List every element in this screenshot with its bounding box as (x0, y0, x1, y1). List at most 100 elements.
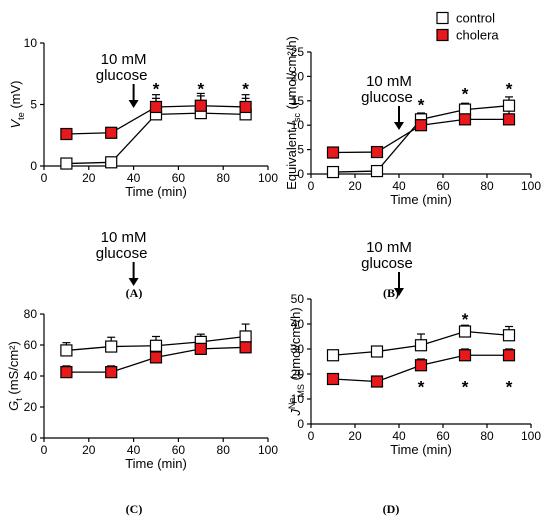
y-tick-label: 0 (30, 431, 37, 445)
control-marker (149, 339, 163, 352)
significance-star: * (197, 80, 204, 99)
y-tick-label: 5 (297, 143, 304, 157)
glucose-annotation-line1: 10 mM (101, 51, 147, 68)
control-marker (370, 345, 384, 358)
significance-star: * (242, 80, 249, 99)
cholera-marker (414, 359, 428, 372)
control-marker (502, 329, 516, 342)
significance-star: * (462, 310, 469, 329)
y-axis-label-sup: Na (287, 398, 297, 410)
x-tick-label: 0 (308, 179, 315, 193)
x-tick-label: 100 (521, 429, 541, 443)
legend: control cholera (436, 11, 499, 43)
x-tick-label: 40 (127, 171, 141, 185)
y-axis-label-main: J (288, 409, 303, 417)
x-tick-label: 0 (41, 443, 48, 457)
y-tick-label: 10 (291, 392, 305, 406)
panel-label: (A) (126, 286, 143, 300)
legend-label-cholera: cholera (456, 28, 499, 43)
x-tick-label: 20 (82, 443, 96, 457)
significance-star: * (506, 80, 513, 99)
y-tick-label: 0 (297, 167, 304, 181)
cholera-marker (414, 119, 428, 132)
cholera-marker (326, 146, 340, 159)
x-tick-label: 80 (217, 443, 231, 457)
control-marker (326, 165, 340, 179)
x-tick-label: 40 (392, 429, 406, 443)
cholera-marker (458, 113, 472, 126)
y-tick-label: 20 (291, 367, 305, 381)
cholera-marker (239, 341, 252, 354)
y-axis-label: Gt (mS/cm²) (6, 341, 24, 411)
y-tick-label: 0 (297, 417, 304, 431)
panel-d: 0 20 40 60 80 100 0 10 20 30 40 50 Time (min) JNaMS (… (287, 239, 541, 516)
y-axis-label-sub: te (16, 112, 26, 120)
y-tick-label: 80 (24, 307, 38, 321)
cholera-marker (458, 349, 472, 362)
x-tick-label: 60 (436, 179, 450, 193)
control-marker (60, 157, 73, 170)
significance-star: * (418, 378, 425, 397)
cholera-marker (370, 375, 384, 388)
x-tick-label: 100 (258, 443, 278, 457)
y-axis-label-tail: (mS/cm²) (6, 341, 21, 398)
y-tick-label: 0 (30, 159, 37, 173)
significance-star: * (462, 378, 469, 397)
x-tick-label: 60 (436, 429, 450, 443)
glucose-annotation-line2: glucose (361, 255, 413, 272)
legend-marker-cholera (436, 28, 449, 42)
y-axis-label-main: Equivalent (284, 126, 299, 190)
x-tick-label: 0 (308, 429, 315, 443)
x-tick-label: 80 (217, 171, 231, 185)
glucose-arrow-head (394, 288, 404, 296)
x-tick-label: 60 (172, 443, 186, 457)
y-axis-label: Equivalent Isc (μmol/cm²/h) (284, 36, 302, 190)
significance-star: * (418, 96, 425, 115)
panel-c: 0 20 40 60 80 100 0 20 40 60 80 Time (min) Gt (mS/cm… (6, 229, 278, 516)
cholera-marker (60, 127, 73, 141)
cholera-marker (194, 99, 207, 112)
control-marker (502, 99, 516, 112)
y-axis-label-main: G (6, 401, 21, 411)
x-tick-label: 0 (41, 171, 48, 185)
x-axis-label: Time (min) (390, 192, 452, 207)
glucose-annotation-line2: glucose (96, 67, 148, 84)
y-tick-label: 20 (291, 69, 305, 83)
cholera-marker (60, 366, 73, 379)
cholera-marker (149, 351, 163, 364)
y-tick-label: 5 (30, 98, 37, 112)
x-tick-label: 20 (348, 179, 362, 193)
x-axis-label: Time (min) (390, 442, 452, 457)
y-axis-label-sub: t (14, 398, 24, 401)
x-tick-label: 40 (127, 443, 141, 457)
panel-b: 0 20 40 60 80 100 0 5 10 15 20 25 Time (min) Equivale… (284, 36, 541, 300)
cholera-marker (326, 372, 340, 386)
x-tick-label: 100 (258, 171, 278, 185)
cholera-marker (105, 366, 118, 379)
glucose-annotation-line1: 10 mM (366, 239, 412, 256)
significance-star: * (506, 378, 513, 397)
y-axis-label: JNaMS (μmol/cm²/h) (287, 307, 306, 416)
control-marker (105, 156, 118, 169)
y-axis-label: Vte (mV) (8, 81, 26, 129)
x-tick-label: 20 (348, 429, 362, 443)
glucose-annotation-line1: 10 mM (366, 73, 412, 90)
x-tick-label: 20 (82, 171, 96, 185)
control-marker (370, 164, 384, 178)
y-tick-label: 20 (24, 400, 38, 414)
panel-label: (C) (126, 502, 143, 516)
control-marker (60, 344, 73, 357)
y-tick-label: 60 (24, 338, 38, 352)
significance-star: * (153, 80, 160, 99)
glucose-arrow-head (128, 278, 139, 286)
x-tick-label: 80 (480, 429, 494, 443)
control-marker (326, 349, 340, 362)
panel-label: (D) (383, 502, 400, 516)
control-marker (239, 330, 252, 343)
cholera-marker (239, 100, 252, 114)
legend-marker-control (436, 11, 449, 25)
y-axis-label-var: I (284, 122, 299, 126)
y-tick-label: 50 (291, 292, 305, 306)
control-line (66, 112, 246, 165)
control-marker (458, 325, 472, 338)
